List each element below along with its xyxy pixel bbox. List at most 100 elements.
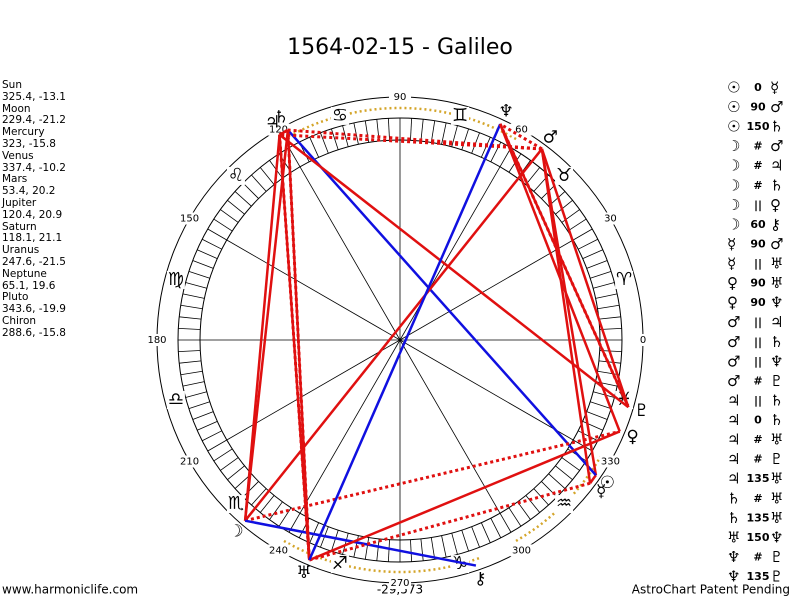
aspect-planet: ♅ — [770, 489, 783, 507]
ring-tick — [234, 191, 252, 207]
planet-glyph: ⚷ — [474, 569, 486, 589]
aspect-line — [540, 148, 592, 484]
ring-tick — [595, 293, 618, 299]
planet-lon: 229.4 — [2, 114, 33, 127]
degree-label-bg — [599, 455, 622, 468]
ring-tick — [420, 538, 424, 561]
sign-bg — [451, 555, 470, 574]
ring-tick — [202, 430, 222, 442]
planet-name: Saturn — [2, 220, 37, 233]
sign-bg — [166, 270, 185, 289]
ring-tick — [555, 199, 573, 215]
aspect-line — [244, 430, 621, 523]
degree-label-bg — [267, 544, 290, 557]
aspect-type: 135 — [747, 472, 770, 485]
planet-lat: -21.5 — [32, 256, 66, 268]
planet-row: Jupiter — [2, 197, 66, 210]
aspect-type: # — [753, 492, 762, 505]
ring-tick — [364, 537, 370, 560]
planet-coords: 118.121.1 — [2, 232, 66, 245]
planet-lon: 53.4 — [2, 185, 26, 198]
degree-label: 180 — [147, 335, 166, 346]
planet-list: Sun325.4-13.1Moon229.4-21.2Mercury323-15… — [2, 79, 66, 340]
ring-tick — [499, 513, 512, 533]
planet-lat: -19.9 — [32, 303, 66, 315]
planet-glyph: ☿ — [596, 482, 606, 502]
ring-tick — [430, 537, 436, 560]
degree-label: 0 — [640, 335, 646, 346]
degree-label: 150 — [180, 214, 199, 225]
aspect-planet: ♅ — [770, 470, 783, 488]
ring-tick — [259, 495, 275, 513]
spoke — [299, 166, 401, 341]
planet-lat: -10.2 — [32, 162, 66, 174]
ring-tick — [573, 228, 593, 241]
spoke — [299, 339, 401, 514]
aspect-type: # — [753, 433, 762, 446]
sign-glyph: ♉ — [556, 165, 572, 186]
aspect-planet: ☽ — [727, 157, 740, 175]
aspect-planet: ♇ — [770, 548, 783, 566]
ring-tick — [185, 282, 207, 289]
ring-tick — [178, 350, 201, 353]
degree-label-bg — [389, 577, 411, 589]
aspect-planet: ♂ — [770, 235, 783, 253]
sign-glyph: ♊ — [452, 105, 468, 126]
ring-tick — [410, 118, 413, 141]
sign-glyph: ♋ — [332, 105, 348, 126]
ring-tick — [353, 122, 359, 145]
degree-label: 30 — [604, 214, 617, 225]
ring-tick — [598, 360, 621, 364]
planet-lon: 288.6 — [2, 326, 33, 339]
sign-bg — [226, 166, 245, 185]
aspect-planet: ♇ — [770, 568, 783, 586]
aspect-type: # — [753, 374, 762, 387]
planet-name: Neptune — [2, 267, 47, 280]
planet-lon: 337.4 — [2, 161, 33, 174]
sign-bg — [226, 495, 245, 514]
sign-glyph: ♐ — [332, 553, 348, 574]
aspect-line — [244, 148, 543, 522]
aspect-line — [308, 481, 591, 562]
degree-label-bg — [510, 123, 533, 136]
aspect-planet: ♅ — [770, 509, 783, 527]
planet-glyph: ♃ — [265, 113, 280, 133]
planet-lon: 325.4 — [2, 90, 33, 103]
ring-tick — [410, 539, 413, 562]
planet-row: Mercury — [2, 126, 66, 139]
spoke — [399, 339, 574, 441]
aspect-type: 90 — [750, 296, 766, 309]
aspect-planet: ☉ — [727, 118, 740, 136]
ring-tick — [430, 120, 436, 143]
aspect-planet: ☉ — [727, 79, 740, 97]
degree-label-bg — [632, 334, 654, 346]
ring-tick — [420, 119, 424, 142]
aspect-type: || — [754, 335, 762, 348]
ring-tick — [188, 271, 210, 279]
aspect-planet: ♂ — [770, 98, 783, 116]
aspect-line — [243, 129, 290, 521]
ring-tick — [597, 370, 620, 376]
ring-tick — [586, 411, 608, 420]
aspect-type: || — [754, 355, 762, 368]
planet-glyph: ♀ — [626, 427, 638, 447]
planet-name: Pluto — [2, 291, 29, 304]
aspect-planet: ♃ — [727, 470, 740, 488]
degree-label-bg — [389, 91, 411, 103]
planet-lat: 20.9 — [32, 209, 62, 221]
planet-coords: 343.6-19.9 — [2, 303, 66, 316]
planet-lat: 19.6 — [25, 280, 55, 292]
title: 1564-02-15 - Galileo — [287, 35, 513, 60]
aspect-planet: ♃ — [727, 391, 740, 409]
sign-bg — [555, 495, 574, 514]
ring-tick — [188, 401, 210, 409]
ring-tick — [490, 518, 502, 538]
planet-glyph: ♂ — [543, 128, 558, 148]
sign-bg — [330, 555, 349, 574]
ring-tick — [251, 174, 267, 192]
planet-name: Uranus — [2, 244, 40, 257]
planet-name: Sun — [2, 79, 22, 91]
planet-coords: 229.4-21.2 — [2, 114, 66, 127]
degree-label: 60 — [515, 125, 528, 136]
degree-label-bg — [599, 212, 622, 225]
